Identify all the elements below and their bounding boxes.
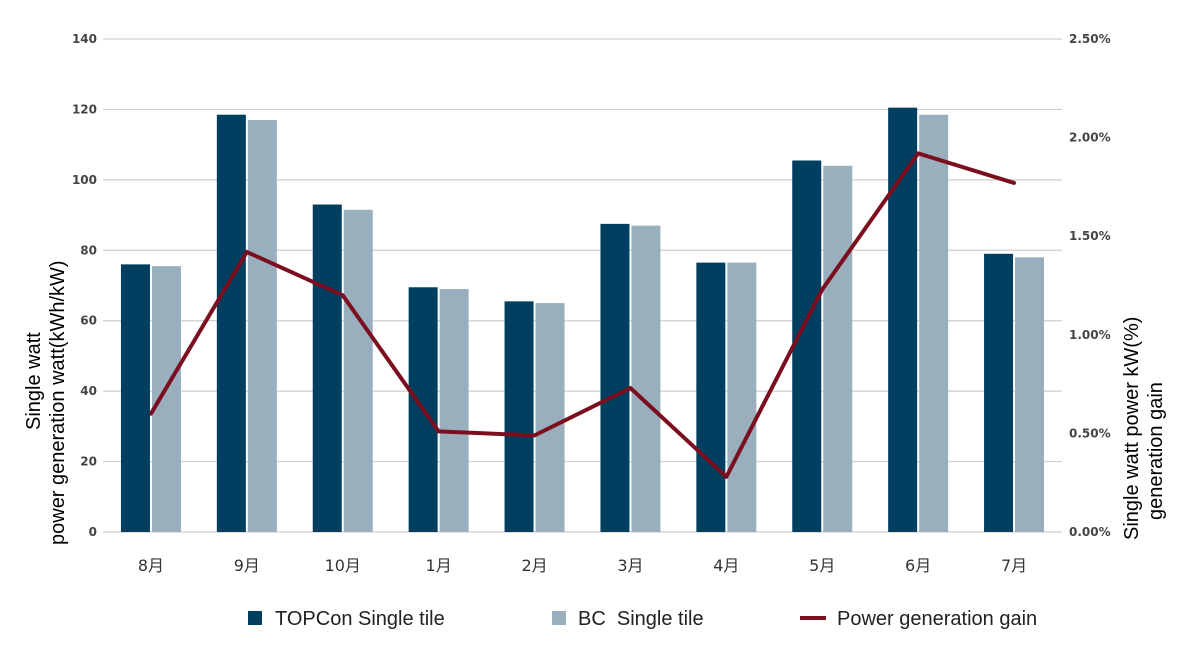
right-axis-title: Single watt power kW(%) generation gain [1121,317,1167,540]
left-tick-label: 20 [80,455,97,469]
right-axis-title-line-1: Single watt power kW(%) [1121,317,1143,540]
left-tick-label: 60 [80,314,97,328]
left-tick-label: 140 [72,32,97,46]
bar-bc-2 [343,209,373,532]
bar-topcon-4 [504,301,534,532]
legend-label-gain: Power generation gain [837,608,1037,630]
category-label: 1月 [426,556,452,575]
right-tick-label: 2.00% [1069,131,1111,145]
bar-bc-5 [631,225,661,532]
category-label: 2月 [521,556,547,575]
bar-bc-9 [1015,257,1045,532]
gridlines [103,38,1062,533]
bar-series [120,107,1045,533]
bar-topcon-2 [312,204,342,532]
category-axis-ticks: 8月 9月 10月 1月 2月 3月 4月 5月 6月 7月 [138,556,1027,575]
left-tick-label: 0 [89,525,97,539]
category-label: 9月 [234,556,260,575]
bar-bc-8 [919,114,949,532]
left-tick-label: 100 [72,173,97,187]
gain-line [148,151,1017,479]
bar-bc-3 [439,289,469,532]
left-tick-label: 80 [80,243,97,257]
right-tick-label: 1.00% [1069,328,1111,342]
left-axis-title-line-1: Single watt [23,332,45,430]
category-label: 7月 [1001,556,1027,575]
category-label: 6月 [905,556,931,575]
legend-swatch-bc [552,611,566,625]
legend-label-topcon: TOPCon Single tile [275,608,445,630]
left-axis-title-line-2: power generation watt(kWh/kW) [47,260,69,545]
bar-topcon-6 [696,262,726,532]
legend-swatch-topcon [248,611,262,625]
bar-topcon-7 [792,160,822,532]
right-axis-ticks: 0.00% 0.50% 1.00% 1.50% 2.00% 2.50% [1069,32,1111,539]
bar-bc-0 [151,266,181,532]
right-axis-title-line-2: generation gain [1145,382,1167,520]
right-tick-label: 2.50% [1069,32,1111,46]
left-axis-ticks: 0 20 40 60 80 100 120 140 [72,32,97,539]
bar-topcon-8 [888,107,918,533]
category-label: 4月 [713,556,739,575]
bar-topcon-5 [600,223,630,532]
right-tick-label: 1.50% [1069,229,1111,243]
right-tick-label: 0.00% [1069,525,1111,539]
legend-item-bc: BC Single tile [552,608,704,630]
bar-topcon-1 [216,114,246,532]
legend: TOPCon Single tile BC Single tile Power … [248,608,1037,630]
bar-topcon-9 [984,253,1014,533]
category-label: 5月 [809,556,835,575]
category-label: 10月 [325,556,361,575]
bar-bc-6 [727,262,757,532]
category-label: 8月 [138,556,164,575]
legend-item-topcon: TOPCon Single tile [248,608,445,630]
bar-bc-7 [823,165,853,532]
bar-bc-4 [535,303,565,532]
legend-label-bc: BC Single tile [578,608,704,630]
legend-item-gain: Power generation gain [800,608,1037,630]
category-label: 3月 [617,556,643,575]
left-axis-title: Single watt power generation watt(kWh/kW… [23,260,69,545]
left-tick-label: 120 [72,102,97,116]
right-tick-label: 0.50% [1069,426,1111,440]
left-tick-label: 40 [80,384,97,398]
bar-topcon-0 [120,264,150,532]
bar-bc-1 [247,119,277,532]
line-series [148,151,1017,479]
